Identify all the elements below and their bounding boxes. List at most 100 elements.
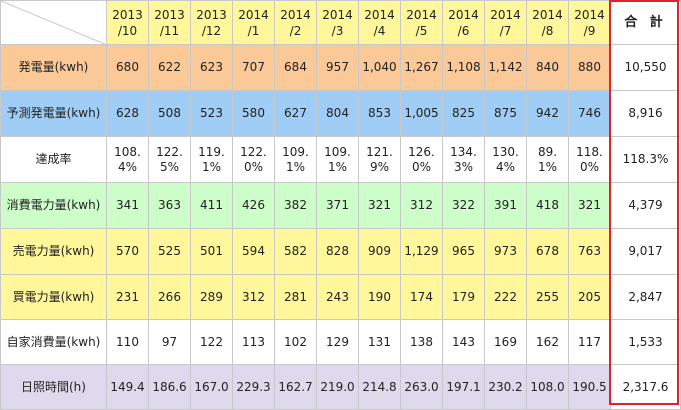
value-cell: 1,129 xyxy=(400,228,443,275)
generation-row: 発電量(kwh) 680 622 623 707 684 957 1,040 1,267 1,10… xyxy=(0,44,681,91)
value-cell: 97 xyxy=(148,319,191,365)
value-cell: 594 xyxy=(232,228,275,275)
value-cell: 102 xyxy=(274,319,317,365)
value-cell: 109. 1% xyxy=(274,136,317,183)
consumption-row: 消費電力量(kwh) 341 363 411 426 382 371 321 312 322 391… xyxy=(0,182,681,229)
row-total: 8,916 xyxy=(610,90,681,137)
row-total: 2,317.6 xyxy=(610,364,681,410)
value-cell: 1,040 xyxy=(358,44,401,91)
value-cell: 162 xyxy=(526,319,569,365)
month-header: 2013 /10 xyxy=(106,0,149,45)
header-row: 2013 /10 2013 /11 2013 /12 2014 /1 2014 /2 20… xyxy=(0,0,681,45)
value-cell: 707 xyxy=(232,44,275,91)
achievement-value: 119. 1% xyxy=(198,144,225,174)
sold-power-row: 売電力量(kwh) 570 525 501 594 582 828 909 1,129 965 97… xyxy=(0,228,681,275)
value-cell: 205 xyxy=(568,274,611,320)
value-cell: 122 xyxy=(190,319,233,365)
value-cell: 321 xyxy=(358,182,401,229)
value-cell: 957 xyxy=(316,44,359,91)
value-cell: 382 xyxy=(274,182,317,229)
value-cell: 186.6 xyxy=(148,364,191,410)
value-cell: 628 xyxy=(106,90,149,137)
value-cell: 255 xyxy=(526,274,569,320)
value-cell: 973 xyxy=(484,228,527,275)
value-cell: 197.1 xyxy=(442,364,485,410)
month-header: 2014 /7 xyxy=(484,0,527,45)
row-total: 118.3% xyxy=(610,136,681,183)
value-cell: 363 xyxy=(148,182,191,229)
value-cell: 162.7 xyxy=(274,364,317,410)
achievement-value: 109. 1% xyxy=(282,144,309,174)
achievement-value: 122. 0% xyxy=(240,144,267,174)
value-cell: 263.0 xyxy=(400,364,443,410)
value-cell: 391 xyxy=(484,182,527,229)
value-cell: 126. 0% xyxy=(400,136,443,183)
row-label: 予測発電量(kwh) xyxy=(0,90,107,137)
diagonal-line xyxy=(1,1,105,44)
value-cell: 266 xyxy=(148,274,191,320)
value-cell: 840 xyxy=(526,44,569,91)
achievement-value: 126. 0% xyxy=(408,144,435,174)
value-cell: 167.0 xyxy=(190,364,233,410)
value-cell: 804 xyxy=(316,90,359,137)
value-cell: 174 xyxy=(400,274,443,320)
value-cell: 230.2 xyxy=(484,364,527,410)
row-label: 自家消費量(kwh) xyxy=(0,319,107,365)
value-cell: 130. 4% xyxy=(484,136,527,183)
value-cell: 190.5 xyxy=(568,364,611,410)
value-cell: 582 xyxy=(274,228,317,275)
total-header: 合 計 xyxy=(610,0,681,45)
value-cell: 149.4 xyxy=(106,364,149,410)
value-cell: 627 xyxy=(274,90,317,137)
value-cell: 214.8 xyxy=(358,364,401,410)
row-label: 売電力量(kwh) xyxy=(0,228,107,275)
row-label: 発電量(kwh) xyxy=(0,44,107,91)
value-cell: 909 xyxy=(358,228,401,275)
value-cell: 143 xyxy=(442,319,485,365)
achievement-value: 130. 4% xyxy=(492,144,519,174)
value-cell: 570 xyxy=(106,228,149,275)
value-cell: 229.3 xyxy=(232,364,275,410)
value-cell: 118. 0% xyxy=(568,136,611,183)
value-cell: 122. 5% xyxy=(148,136,191,183)
row-label: 日照時間(h) xyxy=(0,364,107,410)
value-cell: 680 xyxy=(106,44,149,91)
value-cell: 763 xyxy=(568,228,611,275)
value-cell: 828 xyxy=(316,228,359,275)
achievement-value: 134. 3% xyxy=(450,144,477,174)
value-cell: 109. 1% xyxy=(316,136,359,183)
month-header: 2014 /5 xyxy=(400,0,443,45)
value-cell: 1,267 xyxy=(400,44,443,91)
value-cell: 89. 1% xyxy=(526,136,569,183)
row-total: 2,847 xyxy=(610,274,681,320)
value-cell: 321 xyxy=(568,182,611,229)
value-cell: 117 xyxy=(568,319,611,365)
row-total: 4,379 xyxy=(610,182,681,229)
month-header: 2014 /4 xyxy=(358,0,401,45)
month-header: 2014 /1 xyxy=(232,0,275,45)
value-cell: 501 xyxy=(190,228,233,275)
achievement-value: 89. 1% xyxy=(537,144,558,174)
month-header: 2014 /2 xyxy=(274,0,317,45)
row-label: 達成率 xyxy=(0,136,107,183)
value-cell: 138 xyxy=(400,319,443,365)
value-cell: 219.0 xyxy=(316,364,359,410)
value-cell: 312 xyxy=(400,182,443,229)
value-cell: 1,142 xyxy=(484,44,527,91)
value-cell: 281 xyxy=(274,274,317,320)
value-cell: 684 xyxy=(274,44,317,91)
value-cell: 129 xyxy=(316,319,359,365)
row-total: 10,550 xyxy=(610,44,681,91)
value-cell: 108. 4% xyxy=(106,136,149,183)
value-cell: 623 xyxy=(190,44,233,91)
value-cell: 622 xyxy=(148,44,191,91)
value-cell: 113 xyxy=(232,319,275,365)
month-header: 2014 /9 xyxy=(568,0,611,45)
value-cell: 942 xyxy=(526,90,569,137)
predicted-generation-row: 予測発電量(kwh) 628 508 523 580 627 804 853 1,005 825 8… xyxy=(0,90,681,137)
value-cell: 418 xyxy=(526,182,569,229)
value-cell: 131 xyxy=(358,319,401,365)
value-cell: 190 xyxy=(358,274,401,320)
value-cell: 371 xyxy=(316,182,359,229)
